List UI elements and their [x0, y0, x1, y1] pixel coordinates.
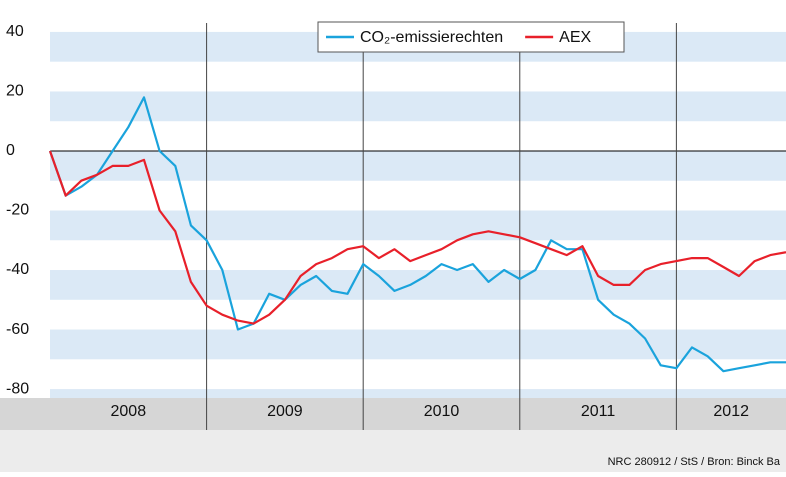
- x-tick-label: 2008: [111, 403, 147, 420]
- y-tick-label: 0: [6, 142, 15, 159]
- x-tick-label: 2010: [424, 403, 460, 420]
- stripe: [50, 270, 786, 300]
- y-tick-label: 40: [6, 23, 24, 40]
- y-tick-label: -20: [6, 202, 29, 219]
- x-tick-label: 2009: [267, 403, 303, 420]
- stripe: [50, 389, 786, 398]
- stripe: [50, 211, 786, 241]
- stripe: [50, 330, 786, 360]
- stripe: [50, 91, 786, 121]
- y-tick-label: -80: [6, 380, 29, 397]
- y-tick-label: -40: [6, 261, 29, 278]
- source-note: NRC 280912 / StS / Bron: Binck Ba: [608, 456, 781, 468]
- stripe: [50, 151, 786, 181]
- plot: -80 -60 -40 -20 0 20 40 2008 2009 2010 2011 2012: [6, 23, 786, 430]
- chart: -80 -60 -40 -20 0 20 40 2008 2009 2010 2011 2012 NR…: [0, 0, 786, 472]
- x-tick-label: 2012: [713, 403, 749, 420]
- y-tick-label: -60: [6, 321, 29, 338]
- x-tick-label: 2011: [581, 403, 616, 420]
- legend-label: CO₂-emissierechten: [360, 29, 503, 46]
- y-tick-label: 20: [6, 83, 24, 100]
- legend-label: AEX: [559, 29, 591, 46]
